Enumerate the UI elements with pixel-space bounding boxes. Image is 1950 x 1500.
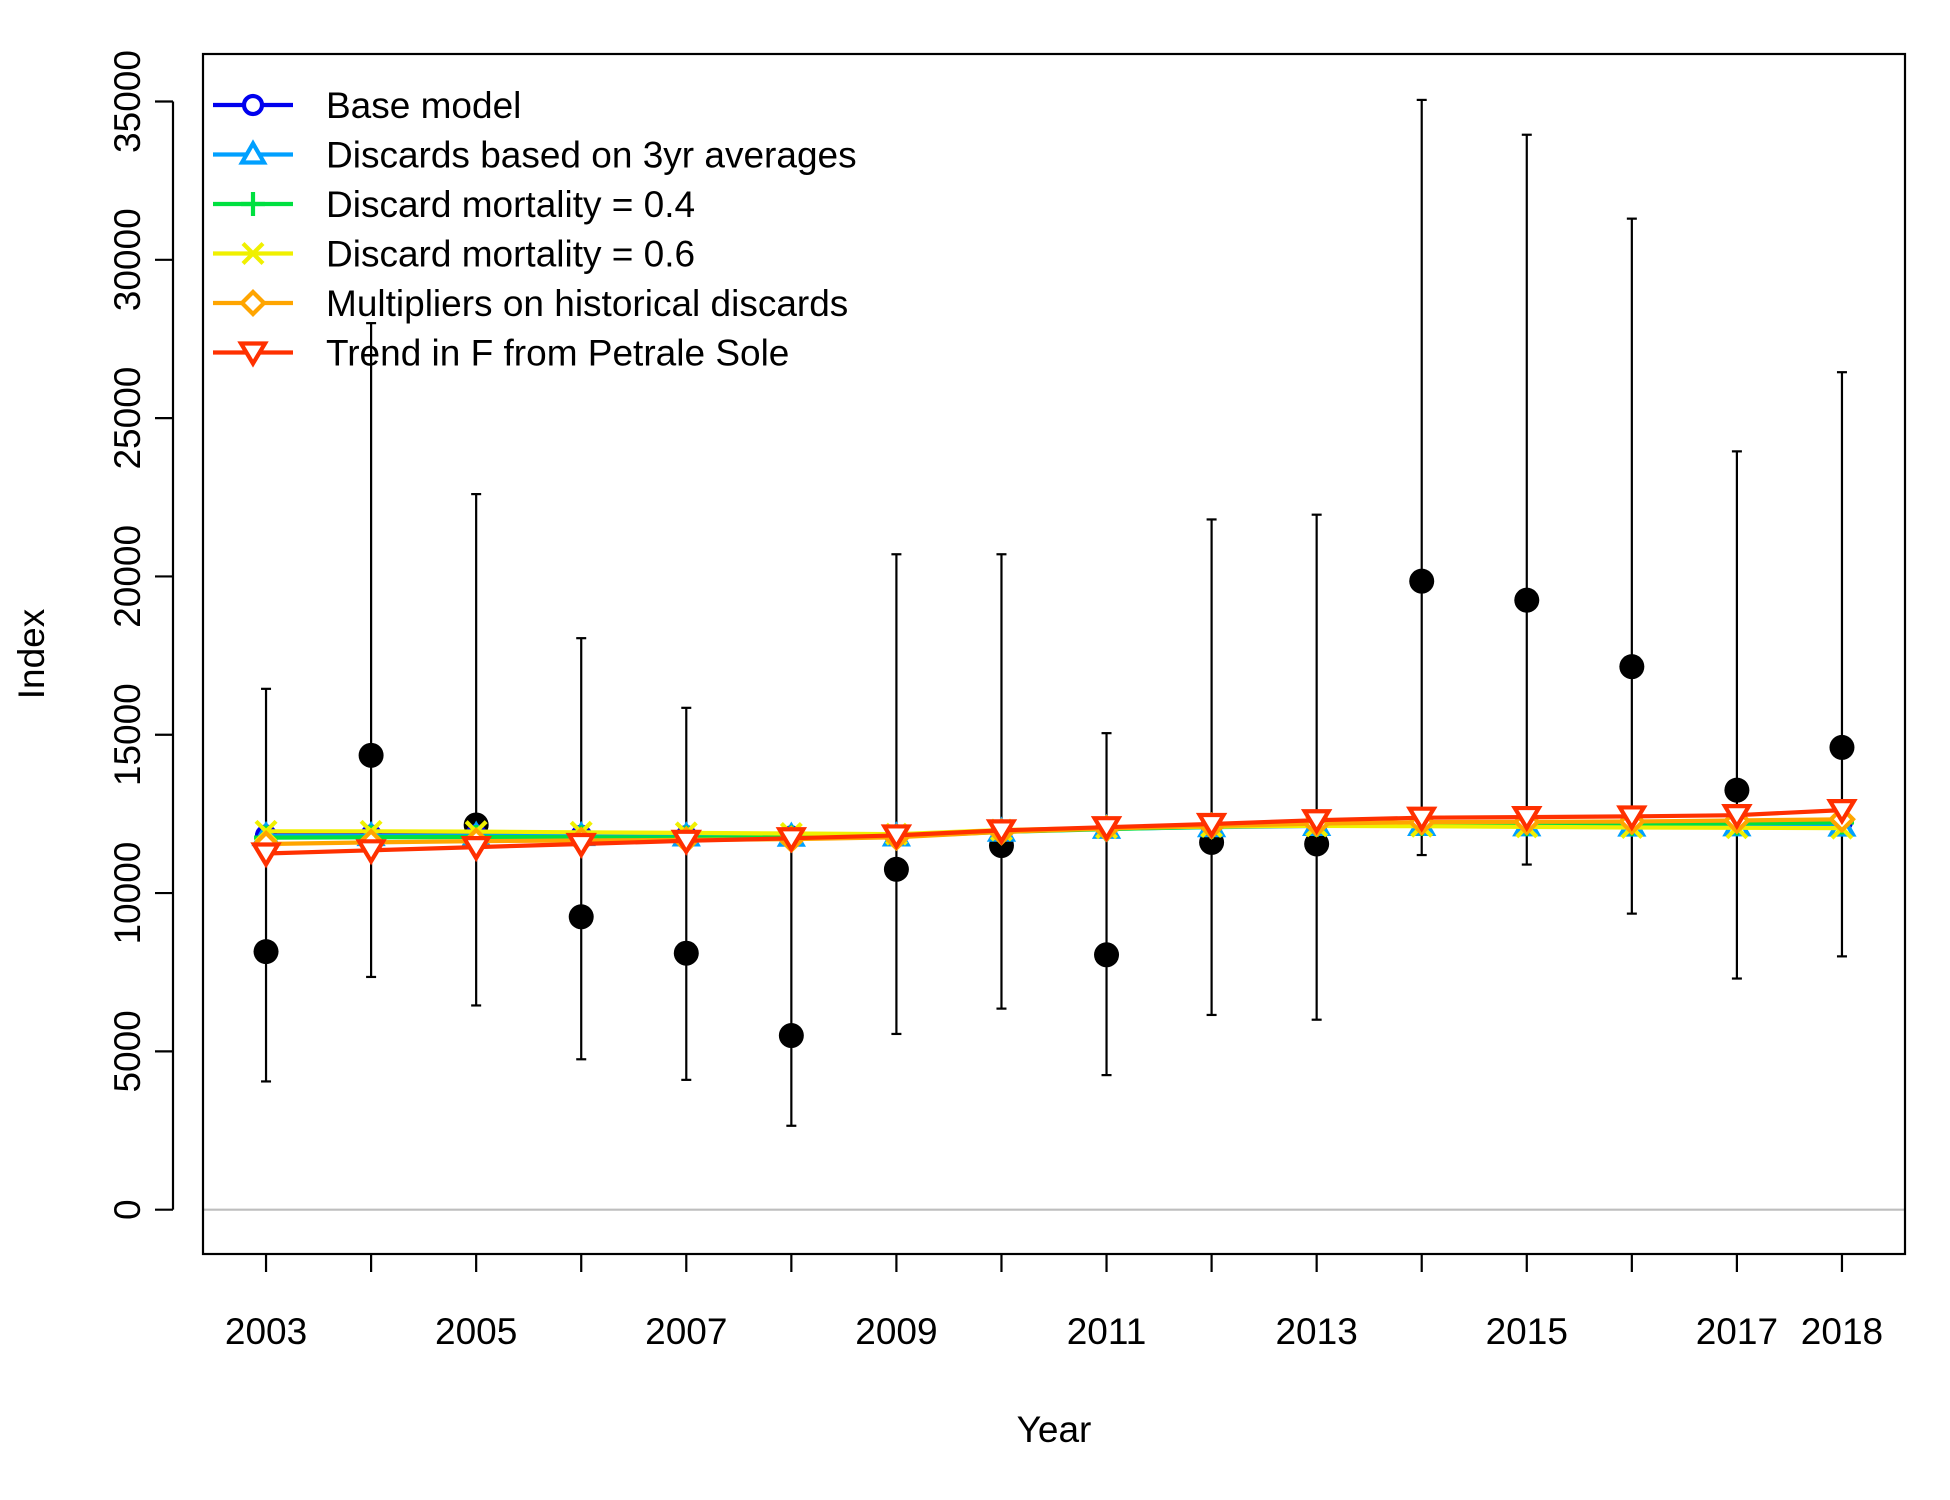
series-point (1616, 805, 1648, 832)
x-tick-label: 2015 (1486, 1311, 1568, 1352)
observed-point (1724, 777, 1750, 803)
series-point (1406, 806, 1438, 833)
x-tick-label: 2005 (435, 1311, 517, 1352)
series-point (985, 819, 1018, 846)
observed-point (1409, 568, 1435, 594)
observed-point (673, 940, 699, 966)
observed-point (1829, 734, 1855, 760)
x-tick-label: 2011 (1067, 1311, 1147, 1352)
y-tick-label: 0 (107, 1199, 148, 1220)
series-point (1090, 816, 1123, 843)
x-tick-label: 2017 (1696, 1311, 1778, 1352)
legend-label: Discard mortality = 0.4 (326, 184, 695, 225)
y-tick-label: 10000 (107, 842, 148, 945)
series-point (1826, 798, 1858, 826)
legend-label: Discards based on 3yr averages (326, 135, 857, 176)
series-point (775, 827, 808, 854)
legend-item: Discard mortality = 0.6 (213, 234, 695, 275)
series-line (265, 808, 1843, 856)
series-point (460, 836, 492, 863)
legend: Base model Discards based on 3yr averages… (213, 85, 857, 374)
legend-item: Discards based on 3yr averages (213, 135, 857, 176)
legend-label: Multipliers on historical discards (326, 283, 848, 324)
x-tick-label: 2009 (855, 1311, 937, 1352)
legend-item: Base model (213, 85, 521, 126)
error-bars (261, 98, 1847, 1127)
x-tick-label: 2013 (1275, 1311, 1357, 1352)
plot-frame (201, 52, 1907, 1256)
y-tick-label: 35000 (107, 50, 148, 153)
legend-marker (241, 192, 265, 216)
x-tick-label: 2018 (1801, 1311, 1883, 1352)
series-point (1195, 812, 1228, 840)
observed-point (253, 939, 279, 965)
model-series (250, 798, 1858, 869)
observed-points (253, 568, 1855, 1049)
legend-item: Trend in F from Petrale Sole (213, 333, 789, 374)
observed-point (568, 904, 594, 930)
y-tick-label: 20000 (107, 525, 148, 628)
x-axis-title: Year (1017, 1409, 1092, 1450)
legend-marker (237, 341, 269, 368)
series-point (1300, 809, 1333, 836)
observed-point (1304, 831, 1330, 857)
legend-label: Trend in F from Petrale Sole (326, 333, 789, 374)
y-tick-label: 15000 (107, 683, 148, 786)
series-point (1721, 804, 1753, 831)
y-tick-label: 30000 (107, 208, 148, 311)
series-point (355, 839, 387, 866)
observed-point (883, 856, 909, 882)
series-point (250, 842, 282, 869)
x-tick-label: 2007 (645, 1311, 727, 1352)
observed-point (778, 1023, 804, 1049)
series-point (565, 832, 597, 860)
legend-marker (241, 93, 265, 117)
series-point (1511, 805, 1543, 833)
legend-item: Discard mortality = 0.4 (213, 184, 695, 225)
x-axis: 2003 2005 2007 2009 2011 2013 2015 2017 2018 (225, 1254, 1883, 1352)
y-axis-title: Index (11, 608, 52, 699)
legend-label: Base model (326, 85, 521, 126)
x-tick-label: 2003 (225, 1311, 307, 1352)
observed-point (1094, 942, 1120, 968)
legend-item: Multipliers on historical discards (213, 283, 848, 324)
y-tick-label: 25000 (107, 367, 148, 470)
y-axis: 0 5000 10000 15000 20000 25000 30000 35000 (107, 50, 175, 1220)
observed-point (1514, 587, 1540, 613)
legend-label: Discard mortality = 0.6 (326, 234, 695, 275)
series-point (670, 829, 702, 856)
observed-point (358, 742, 384, 768)
legend-marker (239, 289, 267, 317)
legend-marker (238, 139, 268, 165)
series-group (250, 798, 1858, 869)
observed-point (1619, 654, 1645, 680)
y-tick-label: 5000 (107, 1010, 148, 1092)
legend-marker (241, 242, 265, 265)
series-point (880, 824, 913, 851)
